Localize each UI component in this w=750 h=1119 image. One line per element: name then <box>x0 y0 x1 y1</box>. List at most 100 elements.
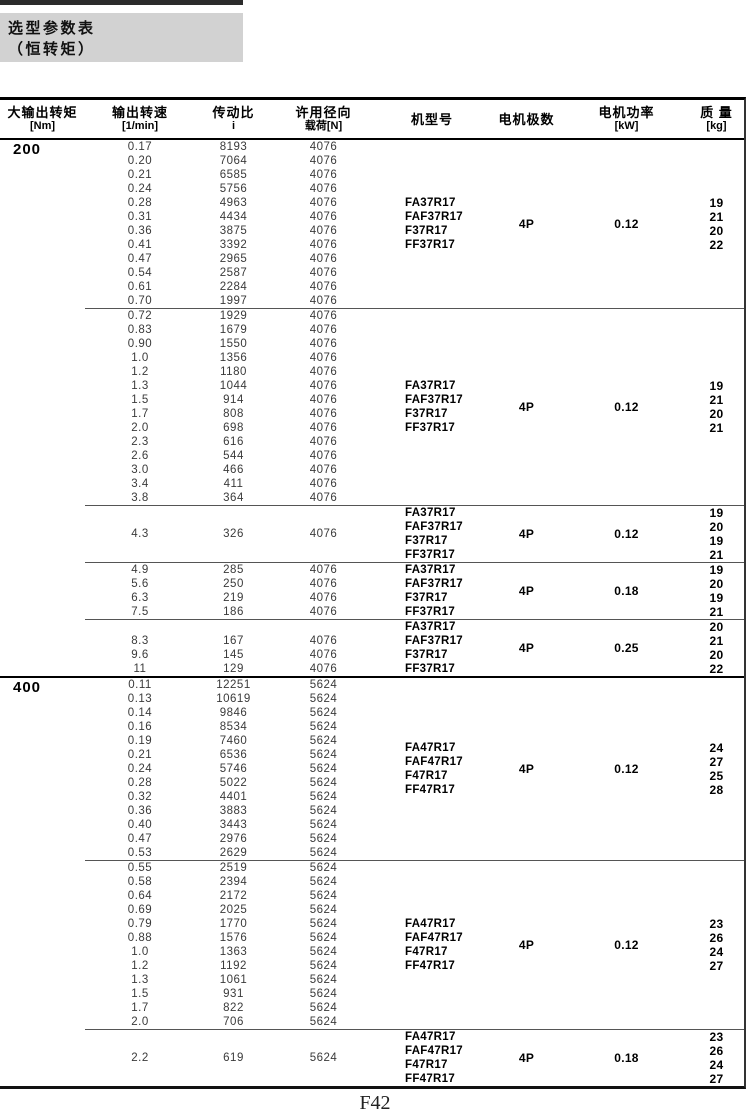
model-name: FAF47R17 <box>405 1045 464 1057</box>
header-permissible-radial-load: 许用径向 载荷[N] <box>272 100 375 138</box>
speed-value: 7.5 <box>131 606 149 618</box>
speed-value: 3.8 <box>131 492 149 504</box>
speed-value: 0.36 <box>127 225 153 237</box>
speed-value: 0.40 <box>127 819 153 831</box>
load-value: 4076 <box>309 225 338 237</box>
speed-value: 1.3 <box>131 380 149 392</box>
header-label: 传动比 <box>212 105 255 120</box>
load-value: 4076 <box>309 578 338 590</box>
ratio-value: 2629 <box>219 847 248 859</box>
load-value: 4076 <box>309 183 338 195</box>
speed-value: 2.2 <box>131 1052 149 1064</box>
ratio-column: 285 250 219 186 <box>195 563 272 619</box>
poles-value: 4P <box>518 584 535 598</box>
speed-value: 0.61 <box>127 281 153 293</box>
load-value: 5624 <box>309 735 338 747</box>
speed-value: 0.14 <box>127 707 153 719</box>
model-name: F37R17 <box>405 592 448 604</box>
ratio-value: 931 <box>223 988 244 1000</box>
mass-value: 22 <box>709 662 724 676</box>
ratio-value: 619 <box>223 1052 244 1064</box>
poles-value: 4P <box>518 762 535 776</box>
speed-value: 1.2 <box>131 366 149 378</box>
model-name: F47R17 <box>405 946 448 958</box>
speed-value: 0.24 <box>127 763 153 775</box>
table-section: 400 0.11 0.13 0.14 0.16 0.19 0.21 0.24 0.28 0.32 0… <box>0 676 744 1086</box>
page-number: F42 <box>359 1092 391 1114</box>
speed-column: 4.9 5.6 6.3 7.5 <box>85 563 195 619</box>
speed-value: 0.88 <box>127 932 153 944</box>
mass-value: 21 <box>709 421 724 435</box>
load-column: 4076 4076 4076 4076 4076 4076 4076 4076 4076 4076… <box>272 140 375 308</box>
load-value: 4076 <box>309 211 338 223</box>
load-column: 4076 4076 4076 4076 <box>272 563 375 619</box>
load-value: 5624 <box>309 679 338 691</box>
mass-value: 23 <box>709 917 724 931</box>
model-name: FF37R17 <box>405 549 456 561</box>
speed-value: 0.69 <box>127 904 153 916</box>
load-value: 4076 <box>309 436 338 448</box>
load-value: 5624 <box>309 974 338 986</box>
header-label: 大输出转矩 <box>7 105 78 120</box>
ratio-value: 2284 <box>219 281 248 293</box>
mass-value: 24 <box>709 1058 724 1072</box>
ratio-value: 8534 <box>219 721 248 733</box>
mass-value: 21 <box>709 393 724 407</box>
load-value: 4076 <box>309 564 338 576</box>
model-name: FF37R17 <box>405 663 456 675</box>
ratio-value: 4434 <box>219 211 248 223</box>
speed-value: 2.3 <box>131 436 149 448</box>
power-column: 0.18 <box>564 1030 689 1086</box>
load-value: 5624 <box>309 932 338 944</box>
model-column: FA37R17 FAF37R17 F37R17 FF37R17 <box>375 140 489 308</box>
load-value: 4076 <box>309 295 338 307</box>
poles-column: 4P <box>489 620 564 676</box>
power-column: 0.12 <box>564 678 689 860</box>
speed-value: 0.11 <box>128 679 152 691</box>
ratio-value: 3392 <box>219 239 248 251</box>
mass-column: 23 26 24 27 <box>689 1030 744 1086</box>
ratio-value: 167 <box>223 635 244 647</box>
header-label: 机型号 <box>410 111 453 127</box>
poles-column: 4P <box>489 1030 564 1086</box>
ratio-value: 7064 <box>219 155 248 167</box>
mass-value: 25 <box>709 769 724 783</box>
speed-value: 1.7 <box>131 408 149 420</box>
mass-value: 28 <box>709 783 724 797</box>
speed-value: 1.0 <box>131 352 149 364</box>
speed-value: 2.6 <box>131 450 149 462</box>
header-label: 许用径向 <box>295 105 352 120</box>
ratio-value: 808 <box>223 408 244 420</box>
model-name: FAF37R17 <box>405 578 464 590</box>
power-value: 0.18 <box>614 584 639 598</box>
speed-value: 5.6 <box>131 578 149 590</box>
mass-column: 19 20 19 21 <box>689 563 744 619</box>
speed-value: 9.6 <box>131 649 149 661</box>
speed-value: 3.0 <box>131 464 149 476</box>
poles-column: 4P <box>489 678 564 860</box>
table-header-row: 大输出转矩 [Nm] 输出转速 [1/min] 传动比 i 许用径向 载荷[N]… <box>0 100 744 140</box>
power-column: 0.25 <box>564 620 689 676</box>
ratio-value: 411 <box>223 478 244 490</box>
header-label: 输出转速 <box>111 105 168 120</box>
table-block: 8.3 9.6 11 167 145 129 4076 4076 4076 FA37R17 FAF3… <box>0 620 744 676</box>
speed-value: 1.2 <box>131 960 149 972</box>
ratio-value: 1679 <box>219 324 248 336</box>
speed-value: 1.5 <box>131 394 149 406</box>
ratio-value: 285 <box>223 564 244 576</box>
load-value: 5624 <box>309 777 338 789</box>
ratio-value: 2519 <box>219 862 248 874</box>
load-value: 4076 <box>309 592 338 604</box>
header-unit: 载荷[N] <box>304 120 343 132</box>
load-value: 5624 <box>309 791 338 803</box>
ratio-value: 4401 <box>219 791 248 803</box>
load-value: 4076 <box>309 635 338 647</box>
table-block: 2.2 619 5624 FA47R17 FAF47R17 F47R17 FF47R17 4P… <box>0 1030 744 1086</box>
speed-value: 0.90 <box>127 338 153 350</box>
poles-value: 4P <box>518 527 535 541</box>
ratio-value: 2172 <box>219 890 248 902</box>
model-name: FAF47R17 <box>405 756 464 768</box>
model-name: F37R17 <box>405 535 448 547</box>
load-value: 4076 <box>309 239 338 251</box>
table-block: 4.9 5.6 6.3 7.5 285 250 219 186 4076 4076 4076 4076… <box>0 563 744 619</box>
